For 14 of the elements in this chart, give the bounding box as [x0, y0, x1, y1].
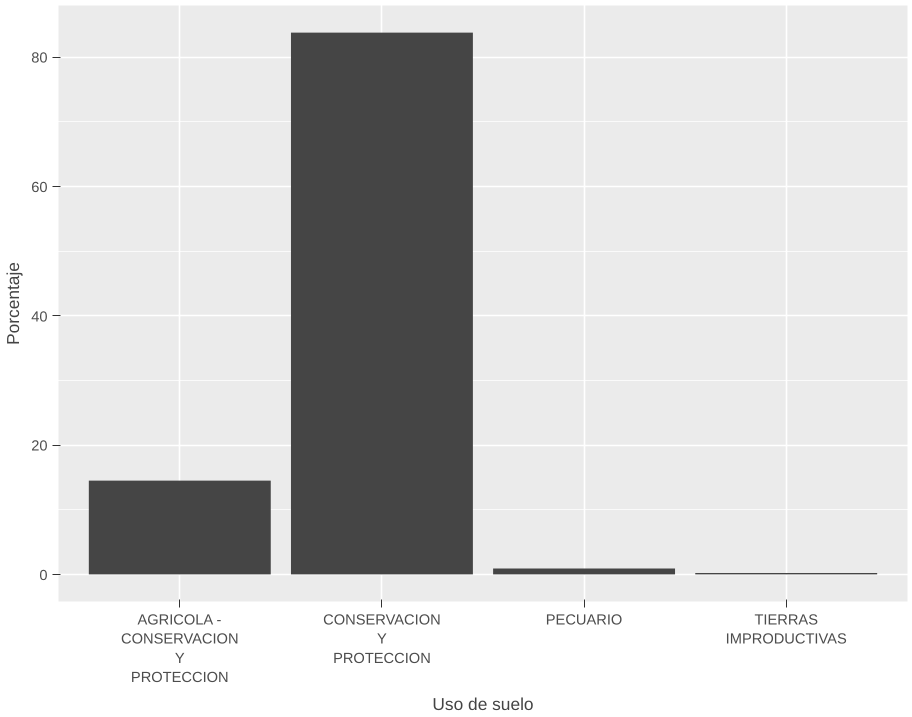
bar [290, 32, 473, 574]
x-tick-label: PECUARIO [546, 612, 622, 628]
y-tick-label: 80 [31, 50, 48, 67]
y-tick-label: 60 [31, 180, 48, 196]
y-axis-title: Porcentaje [3, 262, 24, 345]
x-tick-label: TIERRAS IMPRODUCTIVAS [726, 612, 847, 648]
bar [493, 568, 676, 574]
y-tick-label: 40 [31, 309, 48, 326]
x-axis-title: Uso de suelo [432, 694, 534, 714]
y-tick-label: 20 [31, 438, 48, 455]
x-tick-label: AGRICOLA - CONSERVACION Y PROTECCION [121, 612, 239, 686]
bar [88, 480, 271, 574]
y-tick-label: 0 [39, 568, 48, 584]
x-tick-label: CONSERVACION Y PROTECCION [323, 612, 441, 667]
